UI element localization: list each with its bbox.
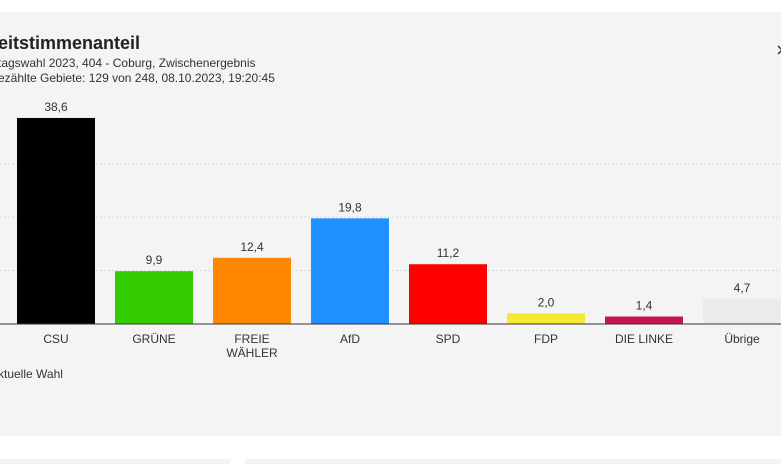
bar (703, 298, 781, 324)
x-tick-label: FDP (534, 332, 558, 346)
status: ezählte Gebiete: 129 von 248, 08.10.2023… (0, 71, 275, 85)
x-tick-label: CSU (43, 332, 69, 346)
value-label: 38,6 (44, 100, 68, 114)
bar (17, 117, 95, 324)
x-tick-label: DIE LINKE (614, 332, 674, 346)
bar (311, 218, 389, 324)
value-label: 4,7 (734, 281, 751, 295)
chart-panel (0, 12, 781, 436)
value-label: 1,4 (636, 299, 653, 313)
x-tick-label: FREIE WÄHLER (226, 332, 278, 360)
subtitle: tagswahl 2023, 404 - Coburg, Zwischenerg… (0, 56, 256, 70)
close-button[interactable] (777, 45, 781, 55)
value-label: 11,2 (437, 246, 460, 260)
x-tick-label: GRÜNE (132, 332, 176, 346)
value-label: 12,4 (240, 240, 264, 254)
x-tick-label: SPD (435, 332, 461, 346)
card-edge (245, 459, 781, 464)
value-label: 19,8 (338, 200, 362, 214)
card-edge (0, 459, 230, 464)
value-label: 9,9 (146, 253, 163, 267)
value-label: 2,0 (538, 295, 555, 309)
x-tick-label: Übrige (724, 332, 760, 346)
x-tick-label: AfD (339, 332, 360, 346)
bar (507, 313, 585, 324)
legend-label: ktuelle Wahl (0, 367, 63, 381)
bar (213, 257, 291, 324)
title: eitstimmenanteil (0, 33, 141, 53)
bar (605, 316, 683, 324)
bar (115, 271, 193, 324)
bar (409, 264, 487, 324)
